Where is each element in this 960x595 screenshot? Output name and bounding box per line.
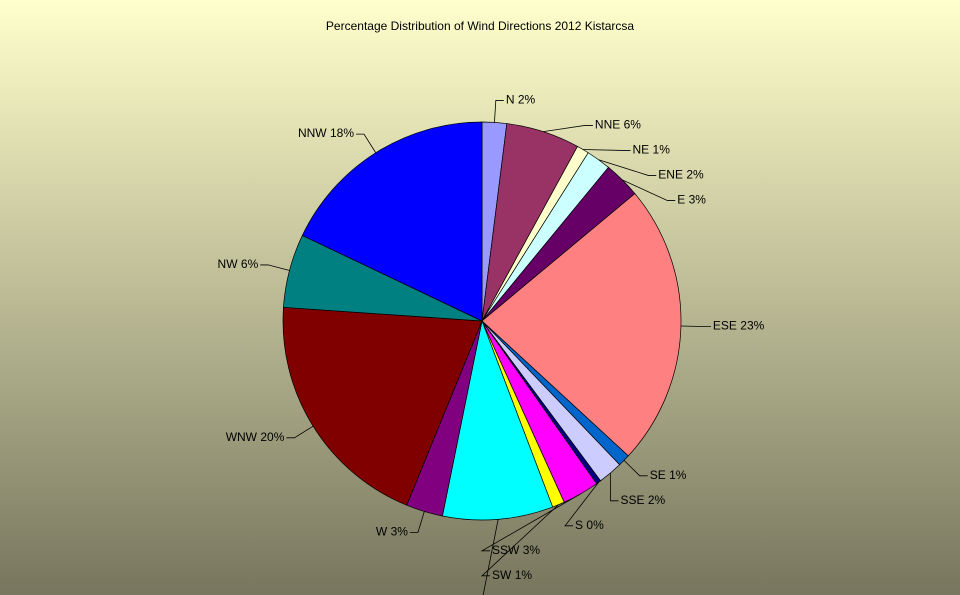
pie-slice xyxy=(442,319,554,521)
label-category: N xyxy=(506,93,515,107)
leader-line xyxy=(609,473,619,502)
leader-line xyxy=(598,159,657,176)
leader-line xyxy=(623,460,648,477)
label-category: E xyxy=(677,193,685,207)
pie-slice xyxy=(282,306,483,506)
data-label: NNW 18% xyxy=(298,126,354,140)
label-category: S xyxy=(575,518,583,532)
data-label: NW 6% xyxy=(218,257,259,271)
data-label: ENE 2% xyxy=(658,168,704,182)
label-value: 1% xyxy=(653,143,671,157)
data-label: E 3% xyxy=(677,193,706,207)
data-label: N 2% xyxy=(506,93,536,107)
chart-title: Percentage Distribution of Wind Directio… xyxy=(326,19,634,33)
label-value: 2% xyxy=(518,93,536,107)
label-value: 1% xyxy=(515,568,533,582)
leader-line xyxy=(564,482,599,527)
data-label: NNE 6% xyxy=(595,118,641,132)
data-label: SSW 3% xyxy=(492,543,540,557)
data-label: WSW 9% xyxy=(492,593,544,595)
label-category: WNW xyxy=(226,430,258,444)
leader-line xyxy=(622,179,676,201)
label-value: 3% xyxy=(391,525,409,539)
label-category: W xyxy=(376,525,388,539)
label-category: WSW xyxy=(492,593,523,595)
data-label: SE 1% xyxy=(650,468,687,482)
label-category: SW xyxy=(492,568,512,582)
label-value: 1% xyxy=(669,468,687,482)
label-category: NNW xyxy=(298,126,327,140)
label-value: 9% xyxy=(526,593,544,595)
leader-line xyxy=(680,325,711,327)
leader-line xyxy=(260,264,290,271)
label-value: 6% xyxy=(241,257,259,271)
leader-line xyxy=(286,425,314,439)
label-category: SSW xyxy=(492,543,520,557)
pie-slice xyxy=(481,193,682,457)
label-value: 3% xyxy=(523,543,541,557)
data-label: WNW 20% xyxy=(226,430,285,444)
data-label: SW 1% xyxy=(492,568,532,582)
label-value: 6% xyxy=(624,118,642,132)
leader-line xyxy=(582,149,631,151)
label-value: 3% xyxy=(689,193,707,207)
label-category: NNE xyxy=(595,118,620,132)
leader-line xyxy=(356,133,377,153)
label-value: 18% xyxy=(330,126,354,140)
label-category: ESE xyxy=(713,319,737,333)
label-value: 23% xyxy=(740,319,764,333)
label-value: 2% xyxy=(648,493,666,507)
data-label: ESE 23% xyxy=(713,319,765,333)
leader-line xyxy=(543,125,593,133)
data-label: W 3% xyxy=(376,525,408,539)
label-value: 0% xyxy=(586,518,604,532)
label-category: ENE xyxy=(658,168,683,182)
leader-line xyxy=(494,100,504,123)
label-category: SSE xyxy=(621,493,645,507)
leader-line xyxy=(409,511,425,533)
label-value: 2% xyxy=(686,168,704,182)
leader-line xyxy=(480,493,581,552)
label-category: SE xyxy=(650,468,666,482)
data-label: S 0% xyxy=(575,518,604,532)
label-category: NE xyxy=(633,143,650,157)
leader-line xyxy=(482,519,499,595)
label-value: 20% xyxy=(260,430,284,444)
data-label: SSE 2% xyxy=(621,493,666,507)
data-label: NE 1% xyxy=(633,143,671,157)
label-category: NW xyxy=(218,257,239,271)
